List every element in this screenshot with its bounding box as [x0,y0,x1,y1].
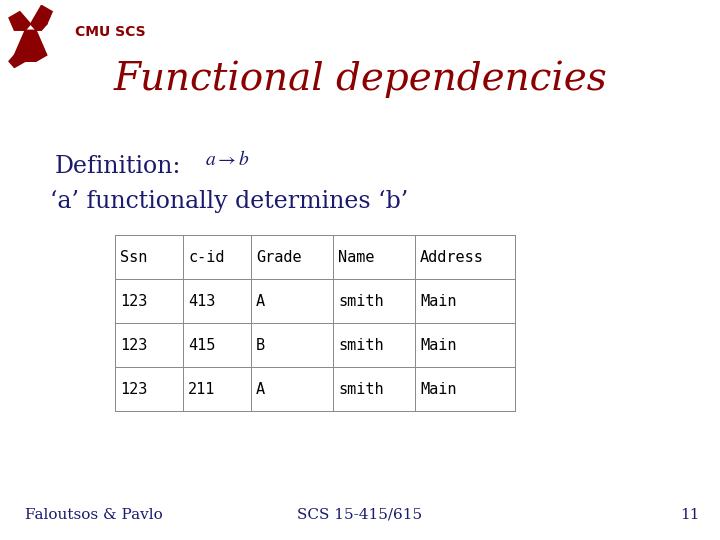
Text: Grade: Grade [256,249,302,265]
Polygon shape [9,11,30,30]
Text: B: B [256,338,265,353]
Text: 123: 123 [120,381,148,396]
Text: A: A [256,294,265,308]
Text: $a \rightarrow b$: $a \rightarrow b$ [205,150,250,169]
Text: smith: smith [338,338,384,353]
Text: smith: smith [338,294,384,308]
Text: Ssn: Ssn [120,249,148,265]
Polygon shape [14,30,47,62]
Text: Main: Main [420,338,456,353]
Text: A: A [256,381,265,396]
Text: Address: Address [420,249,484,265]
Text: CMU SCS: CMU SCS [75,25,145,39]
Text: Main: Main [420,294,456,308]
Text: ‘a’ functionally determines ‘b’: ‘a’ functionally determines ‘b’ [50,190,408,213]
Text: 123: 123 [120,338,148,353]
Text: smith: smith [338,381,384,396]
Text: 11: 11 [680,508,700,522]
Text: SCS 15-415/615: SCS 15-415/615 [297,508,423,522]
Text: 413: 413 [188,294,215,308]
Polygon shape [36,18,47,30]
Polygon shape [30,5,53,30]
Text: 415: 415 [188,338,215,353]
Text: c-id: c-id [188,249,225,265]
Text: Definition:: Definition: [55,155,181,178]
Text: 211: 211 [188,381,215,396]
Text: Faloutsos & Pavlo: Faloutsos & Pavlo [25,508,163,522]
Text: Functional dependencies: Functional dependencies [113,60,607,98]
Text: Name: Name [338,249,374,265]
Text: Main: Main [420,381,456,396]
Polygon shape [9,55,25,68]
Text: 123: 123 [120,294,148,308]
